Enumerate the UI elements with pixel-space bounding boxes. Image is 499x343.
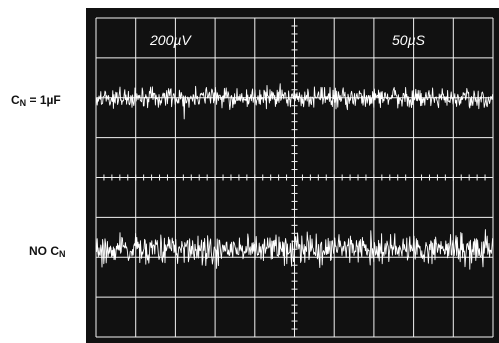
- trace-label-no-cn-prefix: NO C: [29, 244, 59, 258]
- traces: [95, 83, 494, 270]
- trace-label-with-cn-value: = 1µF: [26, 93, 61, 107]
- scope-screen: [86, 8, 499, 343]
- trace-label-with-cn-prefix: C: [11, 93, 20, 107]
- trace-label-no-cn-subscript: N: [59, 249, 66, 259]
- trace-no-cn: [95, 229, 494, 270]
- trace-with-cn: [95, 83, 494, 120]
- trace-label-no-cn: NO CN: [29, 244, 66, 259]
- graticule: [95, 17, 494, 338]
- trace-label-with-cn: CN = 1µF: [11, 93, 61, 108]
- trace-label-with-cn-subscript: N: [19, 98, 27, 108]
- vertical-scale-label: 200µV: [149, 32, 192, 48]
- time-scale-label: 50µS: [392, 32, 426, 48]
